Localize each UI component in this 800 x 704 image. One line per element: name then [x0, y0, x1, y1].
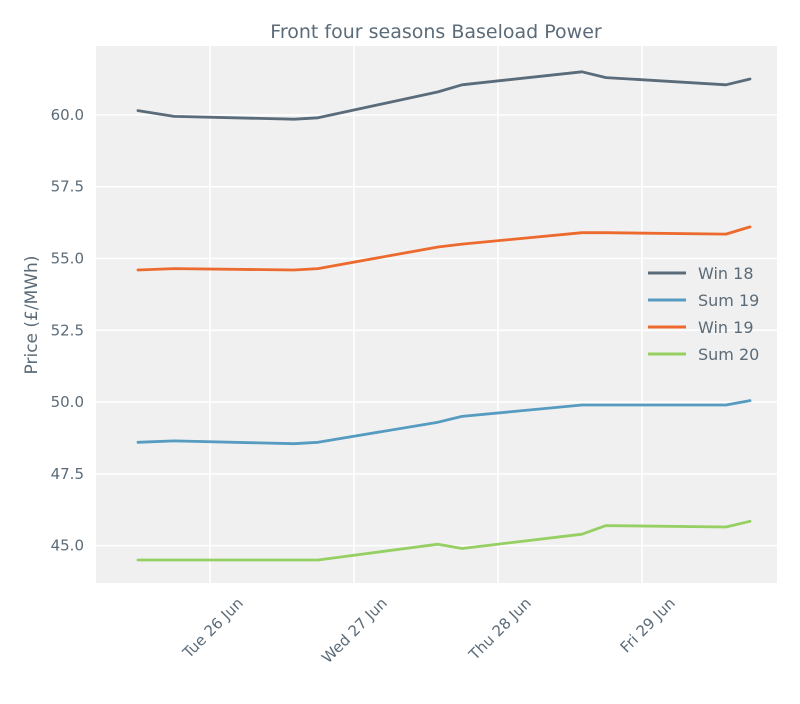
- y-tick-label: 57.5: [51, 178, 84, 196]
- y-axis-label: Price (£/MWh): [22, 256, 42, 375]
- legend: Win 18 Sum 19 Win 19 Sum 20: [648, 264, 759, 364]
- x-tick-label: Wed 27 Jun: [318, 594, 391, 667]
- legend-label: Win 18: [698, 264, 754, 283]
- series-line-4: [136, 519, 752, 562]
- x-tick-label: Tue 26 Jun: [178, 594, 246, 662]
- x-tick-label: Fri 29 Jun: [617, 594, 679, 656]
- x-axis-ticks: Tue 26 Jun Wed 27 Jun Thu 28 Jun Fri 29 Jun: [178, 594, 678, 667]
- x-tick-label: Thu 28 Jun: [465, 594, 535, 664]
- series-lines: [136, 70, 752, 562]
- y-tick-label: 47.5: [51, 465, 84, 483]
- grid-lines: [96, 46, 777, 583]
- series-line-2: [136, 399, 752, 446]
- y-tick-label: 60.0: [51, 106, 84, 124]
- y-tick-label: 45.0: [51, 537, 84, 555]
- y-tick-label: 52.5: [51, 321, 84, 339]
- legend-label: Sum 19: [698, 291, 759, 310]
- y-tick-label: 50.0: [51, 393, 84, 411]
- y-tick-label: 55.0: [51, 250, 84, 268]
- plot-area: [96, 46, 777, 583]
- legend-label: Win 19: [698, 318, 754, 337]
- series-line-1: [136, 70, 752, 121]
- legend-label: Sum 20: [698, 345, 759, 364]
- y-axis-ticks: 45.0 47.5 50.0 52.5 55.0 57.5 60.0: [51, 106, 84, 555]
- series-line-3: [136, 225, 752, 272]
- chart-title: Front four seasons Baseload Power: [270, 21, 602, 43]
